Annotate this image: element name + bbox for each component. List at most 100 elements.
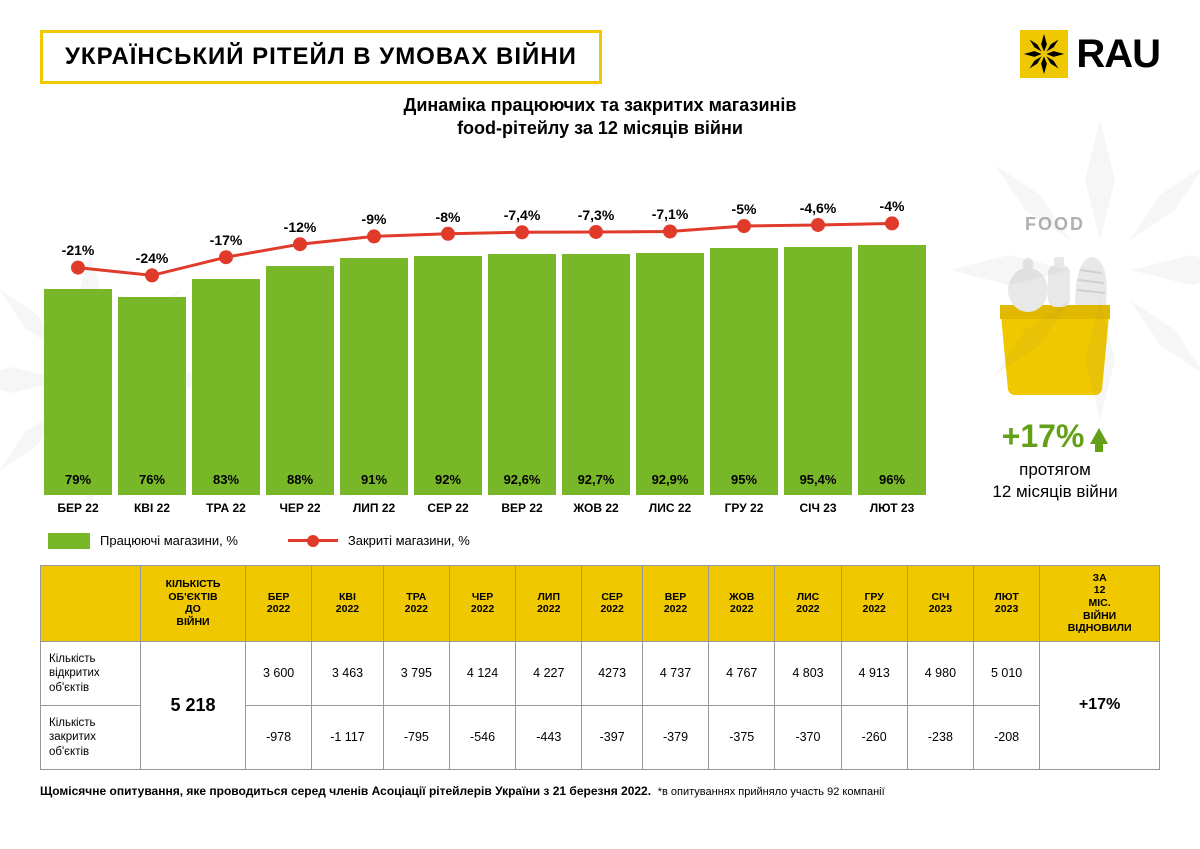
legend: Працюючі магазини, % Закриті магазини, %: [48, 533, 1160, 549]
x-axis-label: СІЧ 23: [784, 501, 852, 515]
table-header: СІЧ2023: [907, 565, 973, 641]
table-header: СЕР2022: [582, 565, 643, 641]
table-header: ЧЕР2022: [449, 565, 515, 641]
bar-label: 95%: [731, 472, 757, 487]
table-header: ГРУ2022: [841, 565, 907, 641]
logo: RAU: [1020, 30, 1160, 78]
bar-label: 92,9%: [652, 472, 689, 487]
side-subtext: протягом 12 місяців війни: [950, 459, 1160, 503]
table-header: [41, 565, 141, 641]
bar-label: 79%: [65, 472, 91, 487]
bar-group: 76%: [118, 155, 186, 495]
bar-label: 92,7%: [578, 472, 615, 487]
table-header: ТРА2022: [383, 565, 449, 641]
bar: 92%: [414, 256, 482, 495]
data-table: КІЛЬКІСТЬОБ'ЄКТІВДОВІЙНИБЕР2022КВІ2022ТР…: [40, 565, 1160, 770]
table-header: КІЛЬКІСТЬОБ'ЄКТІВДОВІЙНИ: [141, 565, 246, 641]
table-row-head: Кількість відкритих об'єктів: [41, 641, 141, 705]
bar-label: 83%: [213, 472, 239, 487]
x-axis-label: ТРА 22: [192, 501, 260, 515]
table-cell: 4 737: [642, 641, 708, 705]
bar: 88%: [266, 266, 334, 495]
table-cell: 4 124: [449, 641, 515, 705]
footnote-main: Щомісячне опитування, яке проводиться се…: [40, 784, 651, 798]
bar: 95,4%: [784, 247, 852, 495]
bar-group: 92,6%: [488, 155, 556, 495]
subtitle-line1: Динаміка працюючих та закритих магазинів: [404, 95, 797, 115]
bar-label: 95,4%: [800, 472, 837, 487]
logo-star-icon: [1020, 30, 1068, 78]
bar-label: 91%: [361, 472, 387, 487]
bar: 96%: [858, 245, 926, 495]
table-header: ЛИС2022: [775, 565, 841, 641]
bar-label: 92%: [435, 472, 461, 487]
table-cell: 3 463: [312, 641, 384, 705]
table-cell: -443: [516, 705, 582, 769]
big-pct-value: +17%: [1002, 418, 1085, 455]
legend-line-label: Закриті магазини, %: [348, 533, 470, 548]
table-header: ЗА12МІС.ВІЙНИВІДНОВИЛИ: [1040, 565, 1160, 641]
table-cell: 5 010: [974, 641, 1040, 705]
x-axis-label: СЕР 22: [414, 501, 482, 515]
table-header: БЕР2022: [245, 565, 311, 641]
table-cell: -397: [582, 705, 643, 769]
bar-group: 96%: [858, 155, 926, 495]
bar-group: 79%: [44, 155, 112, 495]
table-header: ЛИП2022: [516, 565, 582, 641]
bar: 91%: [340, 258, 408, 495]
x-axis-label: ЛИС 22: [636, 501, 704, 515]
bar-group: 92,9%: [636, 155, 704, 495]
bar: 76%: [118, 297, 186, 495]
bar-label: 76%: [139, 472, 165, 487]
bar-label: 92,6%: [504, 472, 541, 487]
bar-group: 92%: [414, 155, 482, 495]
table-cell: -208: [974, 705, 1040, 769]
bar-label: 88%: [287, 472, 313, 487]
bar: 92,6%: [488, 254, 556, 495]
table-cell: -1 117: [312, 705, 384, 769]
table-cell: 4 913: [841, 641, 907, 705]
table-cell: -379: [642, 705, 708, 769]
table-cell: 4 767: [709, 641, 775, 705]
table-cell: -260: [841, 705, 907, 769]
table-row-head: Кількість закритих об'єктів: [41, 705, 141, 769]
bar: 92,7%: [562, 254, 630, 495]
bar-group: 92,7%: [562, 155, 630, 495]
big-percentage: +17%: [1002, 418, 1109, 455]
bar-group: 91%: [340, 155, 408, 495]
footnote-small: *в опитуваннях прийняло участь 92 компан…: [658, 786, 885, 798]
table-cell: -238: [907, 705, 973, 769]
bar-label: 96%: [879, 472, 905, 487]
table-header: КВІ2022: [312, 565, 384, 641]
legend-bar-label: Працюючі магазини, %: [100, 533, 238, 548]
table-header: ЛЮТ2023: [974, 565, 1040, 641]
x-axis-label: ЧЕР 22: [266, 501, 334, 515]
x-axis-label: ЛИП 22: [340, 501, 408, 515]
bar: 92,9%: [636, 253, 704, 495]
x-axis-label: ЛЮТ 23: [858, 501, 926, 515]
grocery-bag-icon: [980, 245, 1130, 395]
page-title-box: УКРАЇНСЬКИЙ РІТЕЙЛ В УМОВАХ ВІЙНИ: [40, 30, 602, 84]
x-axis-label: ЖОВ 22: [562, 501, 630, 515]
bar-group: 83%: [192, 155, 260, 495]
x-axis-label: КВІ 22: [118, 501, 186, 515]
table-cell: -375: [709, 705, 775, 769]
legend-item-line: Закриті магазини, %: [288, 533, 470, 548]
bar-group: 88%: [266, 155, 334, 495]
chart-area: 79% 76% 83% 88% 91% 92% 92,6% 92,7% 92,9% 95% 95,4…: [40, 155, 930, 515]
table-cell: 4273: [582, 641, 643, 705]
table-cell: 4 227: [516, 641, 582, 705]
table-cell: -546: [449, 705, 515, 769]
bar-group: 95%: [710, 155, 778, 495]
x-axis-label: БЕР 22: [44, 501, 112, 515]
legend-line-swatch: [288, 539, 338, 542]
legend-bar-swatch: [48, 533, 90, 549]
subtitle-line2: food-рітейлу за 12 місяців війни: [457, 118, 743, 138]
x-axis-label: ВЕР 22: [488, 501, 556, 515]
recovery-value: +17%: [1040, 641, 1160, 769]
table-header: ВЕР2022: [642, 565, 708, 641]
bar: 83%: [192, 279, 260, 495]
table-cell: 4 980: [907, 641, 973, 705]
table-cell: -370: [775, 705, 841, 769]
bar: 95%: [710, 248, 778, 495]
